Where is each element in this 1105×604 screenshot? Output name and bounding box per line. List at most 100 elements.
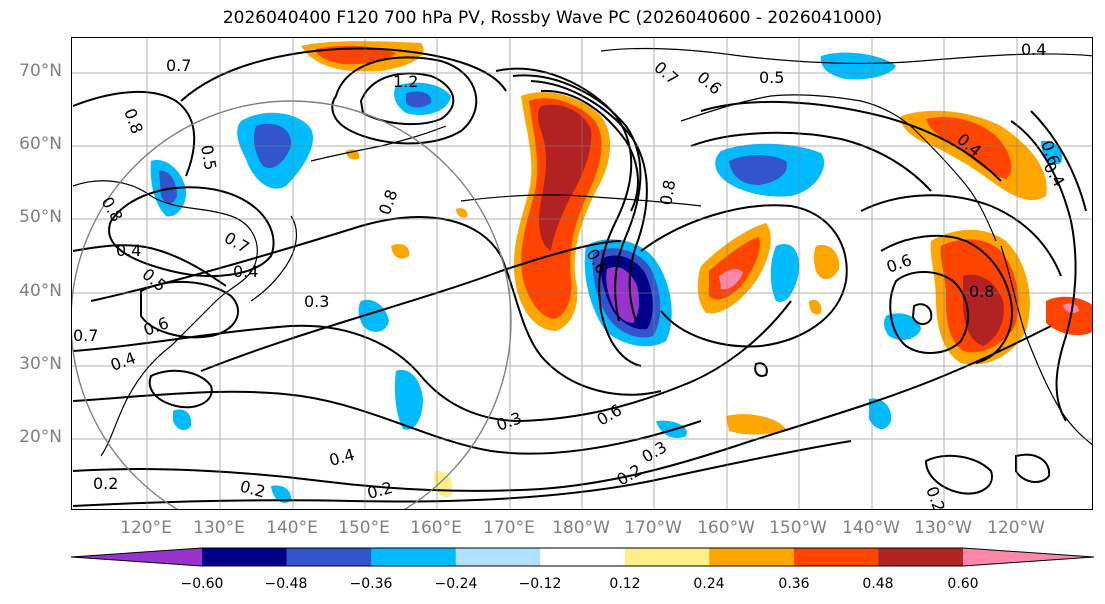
lon-label-180w: 180°W	[552, 518, 610, 538]
contour-east-ridge-2	[880, 234, 1013, 364]
contour-small-loop-1	[911, 303, 933, 325]
coastlines	[72, 47, 1092, 457]
contour-trough-1	[540, 89, 639, 212]
shade-pos-mid-3	[391, 244, 410, 259]
colorbar-swatch	[624, 548, 710, 566]
contour-east-coast-2	[1030, 110, 1087, 212]
contour-label: 0.5	[759, 68, 784, 87]
colorbar-swatch	[709, 548, 795, 566]
contour-central-loop	[640, 204, 848, 348]
colorbar-tick: −0.24	[434, 576, 478, 592]
coast-asia	[72, 180, 258, 457]
positive-pv-anomalies	[301, 41, 1092, 498]
colorbar-tick: 0.12	[609, 576, 641, 592]
colorbar-tick: −0.36	[349, 576, 393, 592]
lon-label-170w: 170°W	[624, 518, 682, 538]
lon-label-120w: 120°W	[987, 518, 1045, 538]
shade-neg-alaska-south	[770, 243, 800, 302]
contour-label: 0.6	[693, 68, 725, 99]
lon-label-140w: 140°W	[842, 518, 900, 538]
contour-label: 0.4	[233, 262, 258, 281]
coast-alaska	[680, 94, 997, 242]
contour-label: 0.7	[221, 228, 253, 257]
colorbar-tick: 0.48	[862, 576, 894, 592]
contour-label: 0.4	[327, 445, 357, 470]
coast-kamchatka	[310, 125, 447, 162]
contour-label: 0.8	[98, 194, 127, 226]
contour-label: 0.8	[375, 187, 402, 217]
contour-east-ridge-3	[889, 271, 969, 354]
contour-alaska-low	[359, 72, 455, 126]
contour-gulf-alaska	[700, 100, 1002, 182]
lat-label-30n: 30°N	[19, 354, 62, 374]
lat-label-70n: 70°N	[19, 61, 62, 81]
contour-pacific-2	[90, 216, 662, 396]
colorbar-swatch	[540, 548, 626, 566]
contour-west-loop-2	[108, 186, 275, 277]
shade-neg-kamchatka-core	[406, 91, 432, 108]
colorbar-outline	[70, 547, 1095, 567]
contour-alaska-low-2	[331, 56, 478, 145]
contour-west-north	[72, 91, 196, 177]
contour-small-loop-2	[924, 454, 993, 495]
contour-label: 0.6	[884, 250, 914, 277]
shade-pos-mid-2	[726, 414, 786, 435]
contour-label: 0.5	[197, 143, 220, 171]
shade-neg-sw-2	[394, 369, 423, 430]
shade-neg-sw-3	[173, 409, 192, 431]
shade-neg-ne-pacific-core	[729, 155, 787, 185]
contour-label: 0.2	[93, 474, 118, 493]
contour-north-arc	[180, 47, 507, 102]
shade-pos-central-pac-max	[719, 269, 743, 290]
colorbar-swatch	[963, 548, 1094, 566]
coast-aleutians	[460, 194, 702, 207]
contour-pacific-3	[72, 300, 792, 423]
colorbar-swatch	[793, 548, 879, 566]
contour-south-1	[72, 325, 1052, 492]
contour-ridge-3	[530, 80, 648, 322]
lon-label-150w: 150°W	[769, 518, 827, 538]
contour-ridge-2	[512, 74, 642, 322]
colorbar-tick: 0.36	[778, 576, 810, 592]
colorbar-swatch	[455, 548, 541, 566]
colorbar	[70, 547, 1095, 567]
contour-east-coast-1	[1010, 120, 1077, 422]
contour-label: 0.7	[166, 56, 191, 75]
contour-small-loop-3	[1015, 453, 1051, 483]
contour-label: 0.3	[639, 437, 671, 466]
contour-label: 0.2	[238, 477, 268, 502]
coast-japan	[250, 215, 298, 302]
colorbar-tick: −0.12	[518, 576, 562, 592]
lat-label-60n: 60°N	[19, 134, 62, 154]
contour-pacific-4	[72, 390, 702, 455]
colorbar-swatch	[371, 548, 457, 566]
contour-label: 0.6	[594, 400, 626, 429]
shade-neg-east-pac	[884, 313, 921, 341]
contour-west-loop-1	[140, 280, 240, 339]
contour-label: 0.4	[116, 241, 141, 260]
graticule	[72, 38, 1092, 509]
contour-label: 0.3	[304, 292, 329, 311]
radius-circle	[72, 100, 512, 509]
coast-arctic	[600, 47, 1092, 65]
contour-sw-loop	[148, 369, 213, 409]
lat-label-40n: 40°N	[19, 281, 62, 301]
lon-label-160w: 160°W	[697, 518, 755, 538]
lat-label-50n: 50°N	[19, 207, 62, 227]
shade-pos-ne-north-core	[316, 45, 396, 65]
contour-gulf-alaska-2	[690, 131, 932, 192]
colorbar-tick: −0.48	[264, 576, 308, 592]
contour-label: 0.2	[365, 478, 395, 503]
contour-ridge-1	[495, 67, 642, 367]
shade-pos-mid-1	[813, 244, 840, 280]
contour-east-ridge-1	[860, 194, 1062, 277]
contour-pacific-1	[200, 240, 622, 372]
colorbar-swatch	[71, 548, 202, 566]
lon-label-160e: 160°E	[410, 518, 462, 538]
map-panel[interactable]: 0.7 1.2 0.7 0.6 0.5 0.4 0.8 0.5 0.8 0.4 …	[71, 37, 1093, 510]
lon-label-170e: 170°E	[483, 518, 535, 538]
shade-neg-alaska-gulf	[820, 52, 896, 80]
shade-neg-east-1	[869, 398, 892, 430]
shade-pos-mid-7	[456, 208, 468, 218]
lon-label-120e: 120°E	[120, 518, 172, 538]
